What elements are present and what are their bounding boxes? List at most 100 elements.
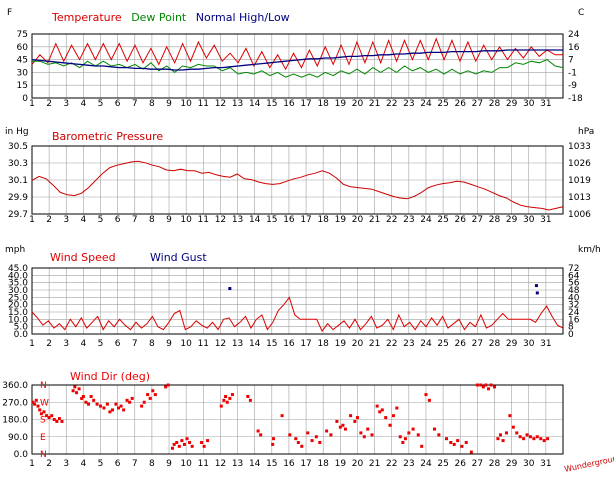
- day-tick-label: 16: [283, 215, 295, 225]
- legend-dew-point: Dew Point: [131, 11, 187, 24]
- temperature-panel: F C Temperature Dew Point Normal High/Lo…: [7, 8, 584, 109]
- wind-dir-point: [146, 393, 150, 397]
- day-tick-label: 24: [420, 339, 432, 349]
- wind-dir-point: [486, 387, 490, 391]
- day-tick-label: 23: [403, 215, 414, 225]
- left-tick-label: 20.0: [8, 301, 28, 311]
- wind-dir-point: [380, 408, 384, 412]
- wind-dir-plot-frame: [31, 384, 564, 455]
- wind-dir-point: [128, 400, 132, 404]
- day-tick-label: 21: [369, 215, 380, 225]
- day-tick-label: 6: [115, 459, 121, 469]
- wind-dir-point: [73, 385, 77, 389]
- day-tick-label: 7: [132, 215, 138, 225]
- wind-dir-point: [479, 383, 483, 387]
- wind-dir-point: [296, 441, 300, 444]
- day-tick-label: 11: [198, 339, 209, 349]
- pressure-left-axis: 30.5 30.3 30.1 29.9 29.7: [8, 142, 28, 220]
- wind-dir-point: [528, 435, 532, 439]
- day-tick-label: 29: [506, 339, 518, 349]
- wind-dir-point: [31, 400, 35, 404]
- day-tick-label: 20: [352, 99, 364, 109]
- legend-wind-gust: Wind Gust: [150, 251, 207, 264]
- day-tick-label: 9: [166, 339, 172, 349]
- day-tick-label: 28: [489, 99, 501, 109]
- wind-dir-point: [246, 395, 250, 398]
- day-tick-label: 11: [198, 99, 209, 109]
- wind-dir-point: [84, 400, 88, 404]
- wind-dir-point: [489, 383, 493, 387]
- day-tick-label: 27: [472, 215, 483, 225]
- left-tick-label: 180.0: [2, 416, 28, 426]
- right-tick-label: 1013: [568, 193, 591, 203]
- day-tick-label: 23: [403, 339, 414, 349]
- wind-dir-point: [164, 385, 168, 389]
- day-tick-label: 30: [523, 339, 535, 349]
- wind-dir-point: [310, 439, 314, 443]
- day-tick-label: 27: [472, 459, 483, 469]
- day-tick-label: 8: [149, 215, 155, 225]
- day-tick-label: 2: [46, 99, 52, 109]
- day-tick-label: 31: [540, 99, 551, 109]
- wind-dir-point: [449, 441, 453, 444]
- wind-dir-point: [378, 410, 382, 414]
- temperature-unit-right: C: [578, 8, 584, 18]
- wind-dir-point: [464, 441, 468, 444]
- right-tick-label: 16: [568, 43, 580, 53]
- day-tick-label: 11: [198, 459, 209, 469]
- left-tick-label: 40.0: [8, 271, 28, 281]
- wind-dir-point: [81, 395, 85, 398]
- legend-wind-dir: Wind Dir (deg): [70, 370, 150, 383]
- right-tick-label: -9: [568, 81, 577, 91]
- left-tick-label: 29.7: [8, 210, 28, 220]
- right-tick-label: 1026: [568, 159, 591, 169]
- day-tick-label: 10: [180, 459, 192, 469]
- wind-dir-point: [108, 410, 112, 414]
- left-tick-label: 270.0: [2, 398, 28, 408]
- day-tick-label: 18: [317, 215, 329, 225]
- wind-dir-point: [349, 414, 353, 418]
- wind-dir-point: [484, 383, 488, 387]
- day-tick-label: 12: [215, 215, 226, 225]
- day-tick-label: 7: [132, 339, 138, 349]
- wind-dir-point: [300, 444, 304, 448]
- day-tick-label: 21: [369, 99, 380, 109]
- day-tick-label: 22: [386, 99, 397, 109]
- wind-dir-point: [335, 419, 339, 423]
- day-tick-label: 18: [317, 99, 329, 109]
- day-tick-label: 28: [489, 459, 501, 469]
- right-tick-label: 24: [568, 30, 580, 40]
- wind-dir-point: [522, 437, 526, 441]
- day-tick-label: 12: [215, 459, 226, 469]
- wind-speed-x-axis: 1 2 3 4 5 6 7 8 9 10 11 12 13 14 15 16 17 18 19 20 21 22 23 24 2…: [29, 339, 551, 349]
- day-tick-label: 25: [437, 339, 448, 349]
- wind-dir-point: [148, 396, 152, 400]
- right-tick-label: 56: [568, 279, 580, 289]
- day-tick-label: 4: [81, 339, 87, 349]
- wind-dir-point: [433, 427, 437, 431]
- day-tick-label: 25: [437, 215, 448, 225]
- wind-dir-point: [36, 404, 40, 408]
- day-tick-label: 15: [266, 215, 277, 225]
- wind-dir-point: [175, 441, 179, 444]
- day-tick-label: 13: [232, 339, 243, 349]
- wind-dir-point: [498, 433, 502, 437]
- day-tick-label: 6: [115, 99, 121, 109]
- wind-speed-series: [31, 284, 564, 333]
- wind-dir-point: [395, 406, 399, 410]
- wind-speed-left-axis: 45.040.035.030.025.020.015.010.05.00.0: [8, 264, 28, 340]
- day-tick-label: 16: [283, 459, 295, 469]
- right-tick-label: 24: [568, 308, 580, 318]
- day-tick-label: 10: [180, 99, 192, 109]
- pressure-series: [31, 160, 564, 211]
- right-tick-label: 1019: [568, 176, 591, 186]
- day-tick-label: 31: [540, 215, 551, 225]
- day-tick-label: 28: [489, 215, 501, 225]
- right-tick-label: 8: [568, 323, 574, 333]
- wind-gust-point: [228, 287, 232, 291]
- day-tick-label: 27: [472, 99, 483, 109]
- day-tick-label: 19: [335, 459, 347, 469]
- wind-dir-point: [259, 433, 263, 437]
- wind-dir-point: [460, 444, 464, 448]
